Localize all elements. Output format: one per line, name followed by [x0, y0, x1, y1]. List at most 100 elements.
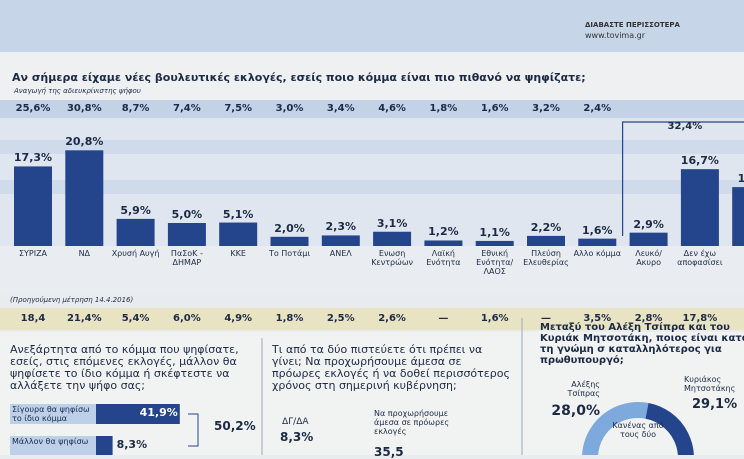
x-tick-label: Δε	[725, 250, 744, 259]
bar	[680, 169, 719, 246]
total-label: 50,2%	[214, 419, 256, 433]
previous-label: 6,0%	[173, 313, 201, 324]
bar	[424, 240, 463, 246]
item-label: Αλέξης Τσίπρας	[567, 380, 600, 398]
x-tick-label: Πλεύση Ελευθερίας	[523, 249, 569, 267]
x-tick-label: Αλλο κόμμα	[573, 249, 622, 258]
bar-value-label: 12,8	[737, 172, 744, 186]
bar-value-label: 5,9%	[120, 203, 151, 217]
other-label: Κανένας από τους δύο	[612, 421, 664, 439]
bar-value-label: 3,1%	[376, 216, 408, 230]
projection-label: 3,4%	[326, 103, 355, 114]
x-tick-label: Λαϊκή Ενότητα	[426, 249, 461, 267]
x-tick-label: ΚΚΕ	[230, 249, 246, 258]
bar-value-label: 20,8%	[65, 135, 104, 149]
bar	[96, 404, 180, 424]
bar	[373, 231, 412, 246]
annotation-bracket	[622, 121, 744, 236]
annotation-label: 32,4%	[667, 121, 703, 132]
x-tick-label: ΠαΣοΚ - ΔΗΜΑΡ	[170, 249, 203, 267]
previous-label: 2,8%	[634, 313, 663, 324]
plot-stripe	[0, 180, 744, 194]
projection-label: 3,0%	[275, 103, 304, 114]
donut-segment	[645, 402, 694, 455]
x-tick-label: ΑΝΕΛ	[329, 249, 352, 258]
projection-label: 1,6%	[480, 103, 509, 114]
x-tick-label: ΝΔ	[78, 249, 91, 258]
item-value: 29,1%	[692, 397, 738, 412]
previous-label: 17,8%	[682, 313, 718, 324]
projection-label: 7,5%	[224, 103, 253, 114]
bar-value-label: 1,2%	[428, 225, 459, 239]
projection-label: 4,6%	[378, 103, 406, 114]
item-value: 35,5	[374, 445, 404, 459]
bar-value-label: 1,1%	[479, 225, 510, 239]
bar-value-label: 5,1%	[222, 207, 254, 221]
x-tick-label: Δεν έχω αποφασίσει	[677, 249, 723, 267]
projection-label: 8,7%	[121, 103, 150, 114]
projection-label: 2,4%	[583, 103, 612, 114]
category-band	[0, 246, 744, 294]
previous-label: 4,9%	[224, 313, 253, 324]
bar-value-label: 16,7%	[680, 154, 719, 168]
item-value: 41,9%	[139, 406, 178, 419]
header-band	[0, 0, 744, 52]
lower-band	[0, 332, 744, 455]
item-label: Μάλλον θα ψηφίσω	[12, 437, 89, 446]
bar	[629, 232, 668, 246]
item-value: 8,3%	[280, 430, 314, 444]
previous-label: —	[438, 313, 449, 324]
bar-value-label: 2,2%	[530, 220, 562, 234]
bar	[270, 236, 309, 246]
x-tick-label: Εθνική Ενότητα/ ΛΑΟΣ	[476, 249, 514, 276]
previous-label: —	[541, 313, 551, 324]
x-tick-label: Ενωση Κεντρώων	[371, 249, 413, 267]
panel-question: Μεταξύ του Αλέξη Τσίπρα και του Κυριάκ Μ…	[540, 322, 744, 366]
bar	[578, 238, 617, 246]
previous-band	[0, 308, 744, 330]
title-band	[0, 52, 744, 100]
bar	[732, 187, 744, 246]
projection-label: 30,8%	[66, 103, 102, 114]
bar-value-label: 17,3%	[13, 151, 53, 165]
bar-value-label: 2,9%	[633, 217, 664, 231]
projection-label: 7,4%	[173, 103, 201, 114]
bar	[475, 240, 514, 246]
x-tick-label: ΣΥΡΙΖΑ	[18, 249, 48, 258]
label-box	[10, 436, 96, 455]
bar	[527, 235, 565, 246]
panel-question: Τι από τα δύο πιστεύετε ότι πρέπει να γί…	[272, 343, 510, 393]
item-label: Κυριάκος Μητσοτάκης	[684, 375, 736, 393]
bar	[96, 436, 113, 455]
previous-label: 2,5%	[326, 313, 355, 324]
bar	[219, 222, 258, 246]
projection-label: 1,8%	[429, 103, 458, 114]
item-label: ΔΓ/ΔΑ	[282, 417, 309, 427]
bar	[321, 235, 360, 246]
previous-label: 21,4%	[66, 313, 102, 324]
x-tick-label: Χρυσή Αυγή	[111, 249, 160, 258]
bar	[167, 223, 206, 246]
bar	[116, 218, 155, 246]
item-value: 28,0%	[551, 403, 600, 419]
plot-stripe	[0, 140, 744, 154]
x-tick-label: Λευκό/ Ακυρο	[635, 249, 662, 267]
x-tick-label: Το Ποτάμι	[268, 249, 311, 258]
bar	[14, 166, 52, 246]
chart-subtitle: Αναγωγή της αδιευκρίνιστης ψήφου	[14, 87, 141, 95]
bar-value-label: 2,0%	[274, 221, 305, 235]
projection-band	[0, 100, 744, 118]
chart-title: Αν σήμερα είχαμε νέες βουλευτικές εκλογέ…	[12, 71, 586, 84]
bar-value-label: 2,3%	[325, 220, 357, 234]
total-bracket	[188, 413, 199, 447]
previous-label: 3,5%	[583, 313, 612, 324]
bar	[65, 150, 104, 246]
bar-value-label: 5,0%	[171, 208, 203, 221]
bar-value-label: 1,6%	[582, 223, 613, 237]
projection-label: 25,6%	[15, 103, 51, 114]
previous-label: 1,8%	[275, 313, 304, 324]
label-box	[10, 404, 96, 424]
